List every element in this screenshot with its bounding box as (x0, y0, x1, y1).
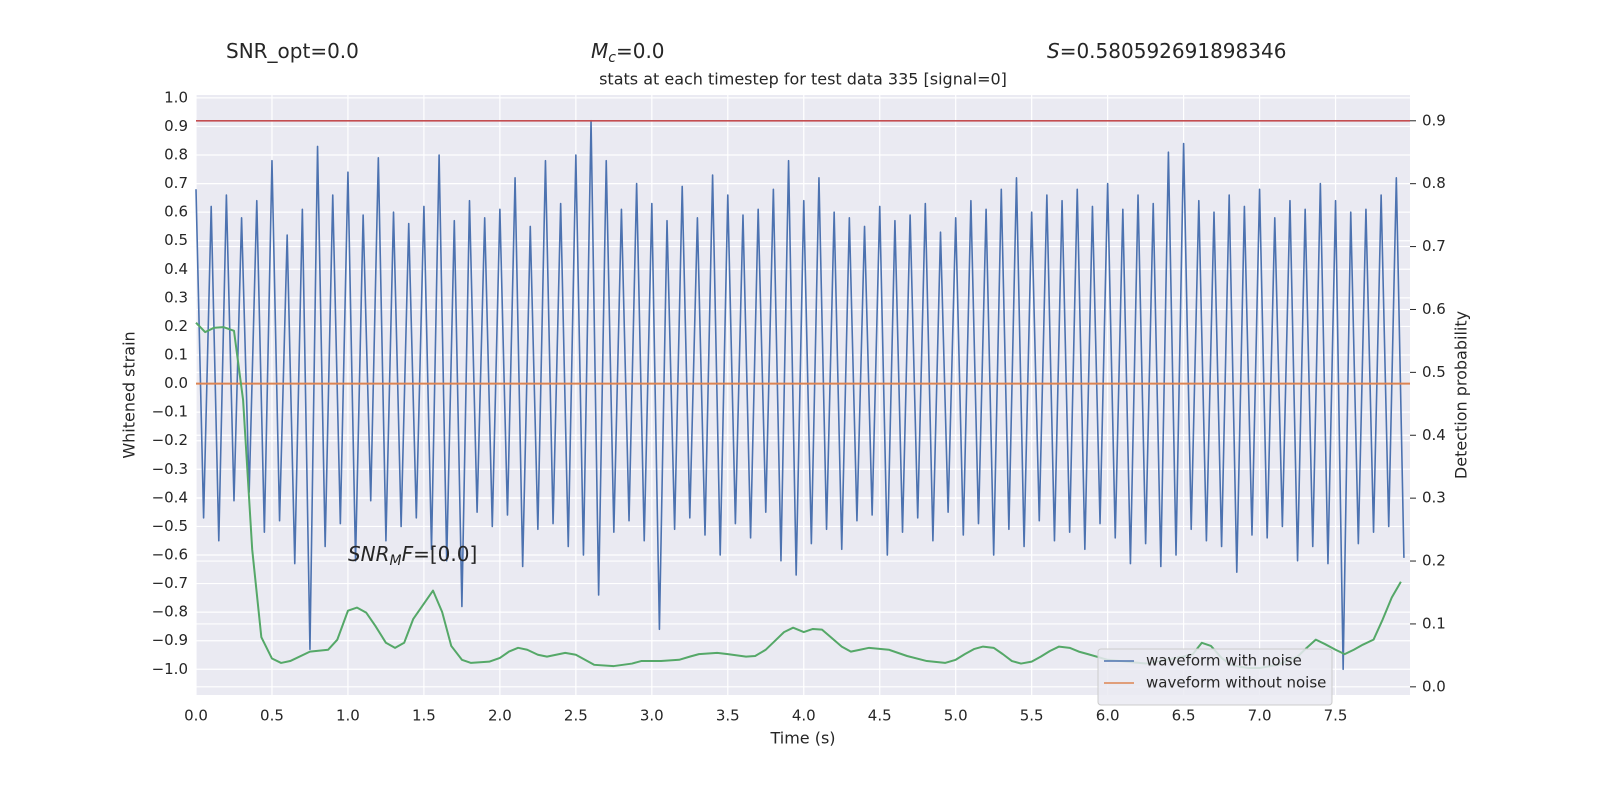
x-tick-label: 5.0 (944, 707, 968, 725)
math-text: SNR_opt=0.0 (226, 39, 359, 63)
math-part: F (402, 542, 414, 566)
y2-tick-label: 0.3 (1422, 489, 1446, 507)
x-tick-label: 3.0 (640, 707, 664, 725)
x-tick-label: 0.5 (260, 707, 284, 725)
y-tick-label: −1.0 (152, 660, 188, 678)
math-part: =0.580592691898346 (1060, 39, 1287, 63)
x-tick-label: 2.5 (564, 707, 588, 725)
x-tick-label: 2.0 (488, 707, 512, 725)
y-tick-label: −0.5 (152, 517, 188, 535)
y-tick-label: −0.3 (152, 460, 188, 478)
x-tick-label: 1.5 (412, 707, 436, 725)
x-tick-label: 4.0 (792, 707, 816, 725)
x-tick-label: 7.0 (1248, 707, 1272, 725)
math-part: SNR (348, 542, 390, 566)
math-part: M (390, 553, 402, 569)
y-axis-label: Whitened strain (120, 331, 139, 458)
math-part: =0.0 (616, 39, 665, 63)
y-tick-label: 0.3 (164, 288, 188, 306)
x-axis-label: Time (s) (769, 729, 835, 748)
x-tick-label: 6.5 (1172, 707, 1196, 725)
x-tick-label: 6.0 (1096, 707, 1120, 725)
y-tick-label: −0.7 (152, 574, 188, 592)
chart-title: stats at each timestep for test data 335… (599, 70, 1007, 89)
y-tick-label: 0.2 (164, 317, 188, 335)
math-part: SNR_opt=0.0 (226, 39, 359, 63)
y-tick-label: 0.8 (164, 146, 188, 164)
y-tick-label: −0.1 (152, 403, 188, 421)
y2-tick-label: 0.9 (1422, 111, 1446, 129)
series-line (195, 119, 1405, 671)
x-tick-label: 3.5 (716, 707, 740, 725)
y-tick-label: −0.2 (152, 431, 188, 449)
math-text: SNRMF=[0.0] (348, 542, 477, 570)
x-tick-label: 0.0 (184, 707, 208, 725)
math-part: M (591, 39, 608, 63)
legend-label: waveform with noise (1146, 652, 1302, 670)
x-tick-label: 5.5 (1020, 707, 1044, 725)
math-part: S (1047, 39, 1060, 63)
x-tick-label: 1.0 (336, 707, 360, 725)
y-tick-label: −0.9 (152, 631, 188, 649)
math-part: c (608, 50, 616, 66)
y2-tick-label: 0.8 (1422, 174, 1446, 192)
y-tick-label: 0.0 (164, 374, 188, 392)
y-tick-label: −0.8 (152, 603, 188, 621)
x-tick-label: 4.5 (868, 707, 892, 725)
y-tick-label: 0.9 (164, 117, 188, 135)
y2-axis-label: Detection probability (1452, 311, 1471, 479)
y-tick-label: 1.0 (164, 88, 188, 106)
math-text: Mc=0.0 (591, 39, 665, 67)
y-tick-label: 0.6 (164, 203, 188, 221)
legend-label: waveform without noise (1146, 674, 1326, 692)
y-tick-label: 0.4 (164, 260, 188, 278)
y-tick-label: 0.5 (164, 231, 188, 249)
math-part: =[0.0] (413, 542, 477, 566)
y2-tick-label: 0.2 (1422, 552, 1446, 570)
y2-tick-label: 0.4 (1422, 426, 1446, 444)
x-tick-label: 7.5 (1324, 707, 1348, 725)
math-text: S=0.580592691898346 (1047, 39, 1286, 63)
y-tick-label: −0.4 (152, 488, 188, 506)
y-tick-label: 0.1 (164, 346, 188, 364)
y2-tick-label: 0.6 (1422, 300, 1446, 318)
y2-tick-label: 0.0 (1422, 677, 1446, 695)
y2-tick-label: 0.7 (1422, 237, 1446, 255)
y-tick-label: −0.6 (152, 546, 188, 564)
y-tick-label: 0.7 (164, 174, 188, 192)
legend-box (1097, 648, 1333, 706)
y2-tick-label: 0.5 (1422, 363, 1446, 381)
y2-tick-label: 0.1 (1422, 614, 1446, 632)
